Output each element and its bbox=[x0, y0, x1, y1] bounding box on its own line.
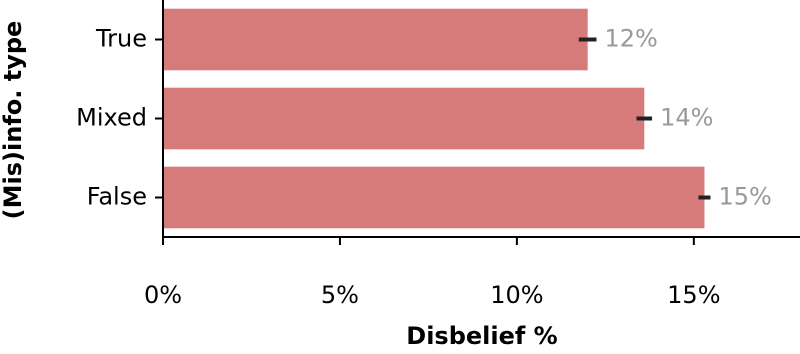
bar bbox=[163, 87, 645, 150]
x-tick-label: 5% bbox=[321, 281, 359, 309]
x-axis-label: Disbelief % bbox=[406, 322, 557, 350]
value-label: 12% bbox=[605, 25, 658, 53]
y-tick-label: Mixed bbox=[76, 104, 147, 132]
x-tick-label: 0% bbox=[144, 281, 182, 309]
y-tick-label: True bbox=[95, 25, 147, 53]
x-tick-label: 15% bbox=[667, 281, 720, 309]
bar bbox=[163, 166, 705, 229]
x-tick-label: 10% bbox=[490, 281, 543, 309]
y-tick-label: False bbox=[87, 183, 147, 211]
value-label: 14% bbox=[660, 104, 713, 132]
y-axis-label: (Mis)info. type bbox=[0, 21, 27, 220]
bar bbox=[163, 8, 588, 71]
value-label: 15% bbox=[718, 183, 771, 211]
